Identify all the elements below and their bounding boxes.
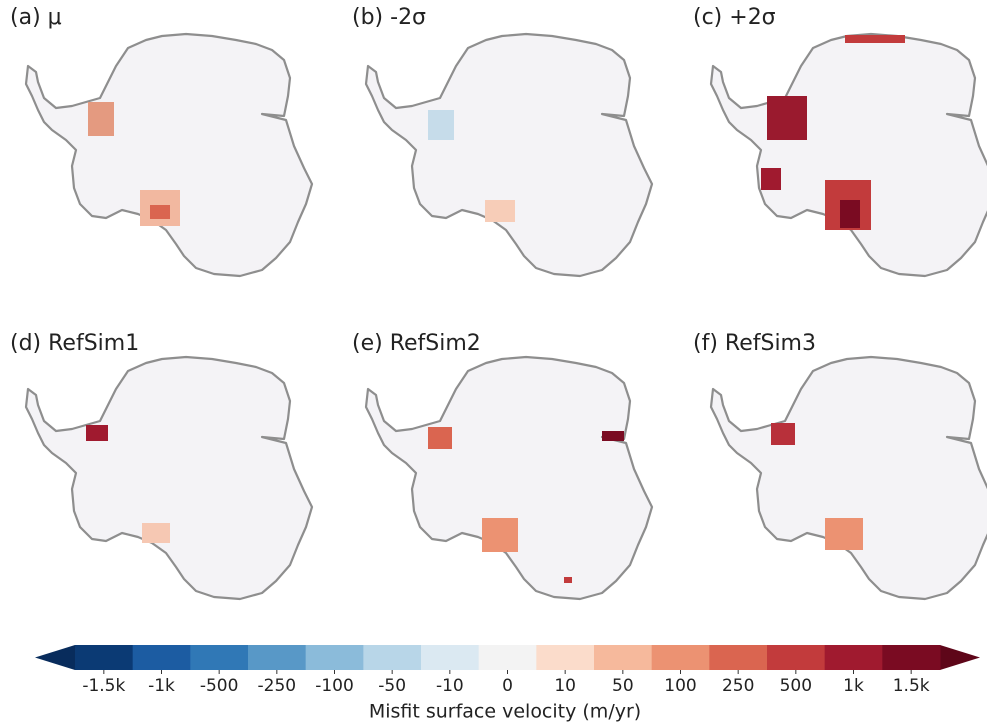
colorbar-segment <box>305 645 364 670</box>
colorbar-tick-label: 1.5k <box>893 676 930 696</box>
map-b <box>364 32 654 278</box>
colorbar-segment <box>651 645 710 670</box>
colorbar-segment <box>824 645 883 670</box>
colorbar-segment <box>421 645 480 670</box>
colorbar-segment <box>248 645 307 670</box>
misfit-patch <box>825 518 863 550</box>
panel-title: (f) RefSim3 <box>693 331 816 356</box>
colorbar-extend-low <box>35 645 75 670</box>
map-a <box>24 32 314 278</box>
colorbar-tick-label: 0 <box>502 676 513 696</box>
map-d <box>24 355 314 601</box>
colorbar-tick-label: 50 <box>612 676 634 696</box>
misfit-patch <box>602 431 624 441</box>
colorbar-tick-label: 10 <box>554 676 576 696</box>
colorbar-segment <box>594 645 653 670</box>
misfit-patch <box>840 200 860 228</box>
colorbar-tick-label: 250 <box>722 676 754 696</box>
misfit-patch <box>771 423 795 445</box>
colorbar: -1.5k -1k -500 -250 -100 -50 -10 0 10 50 100 250 500… <box>35 645 980 696</box>
colorbar-tick-label: 500 <box>780 676 812 696</box>
misfit-patch <box>485 200 515 222</box>
misfit-patch <box>482 518 518 552</box>
panel-title: (c) +2σ <box>693 5 776 30</box>
colorbar-segment <box>536 645 595 670</box>
colorbar-tick-label: 1k <box>843 676 864 696</box>
colorbar-label: Misfit surface velocity (m/yr) <box>369 701 641 723</box>
misfit-patch <box>767 96 807 140</box>
colorbar-tick-label: -500 <box>200 676 239 696</box>
misfit-patch <box>564 577 572 583</box>
panel-title: (b) -2σ <box>352 5 426 30</box>
misfit-patch <box>88 102 114 136</box>
colorbar-segment <box>709 645 768 670</box>
misfit-patch <box>428 110 454 140</box>
panel-title: (d) RefSim1 <box>10 331 139 356</box>
map-c <box>709 32 987 278</box>
colorbar-segment <box>132 645 191 670</box>
colorbar-tick-label: -50 <box>378 676 406 696</box>
map-e <box>364 355 654 601</box>
misfit-patch <box>845 35 905 43</box>
colorbar-extend-high <box>940 645 980 670</box>
colorbar-segment <box>190 645 249 670</box>
misfit-patch <box>142 523 170 543</box>
colorbar-segment <box>767 645 826 670</box>
colorbar-segment <box>363 645 422 670</box>
panel-title: (e) RefSim2 <box>352 331 481 356</box>
colorbar-tick-label: -10 <box>436 676 464 696</box>
colorbar-segment <box>882 645 941 670</box>
panel-title: (a) μ <box>10 5 62 30</box>
colorbar-tick-label: -1.5k <box>82 676 125 696</box>
colorbar-segment <box>478 645 537 670</box>
colorbar-tick-label: -250 <box>258 676 297 696</box>
misfit-patch <box>86 425 108 441</box>
misfit-patch <box>761 168 781 190</box>
colorbar-tick-label: 100 <box>664 676 696 696</box>
misfit-patch <box>150 205 170 219</box>
colorbar-segment <box>75 645 134 670</box>
map-f <box>709 355 987 601</box>
misfit-patch <box>428 427 452 449</box>
colorbar-tick-label: -1k <box>148 676 175 696</box>
colorbar-tick-label: -100 <box>315 676 354 696</box>
